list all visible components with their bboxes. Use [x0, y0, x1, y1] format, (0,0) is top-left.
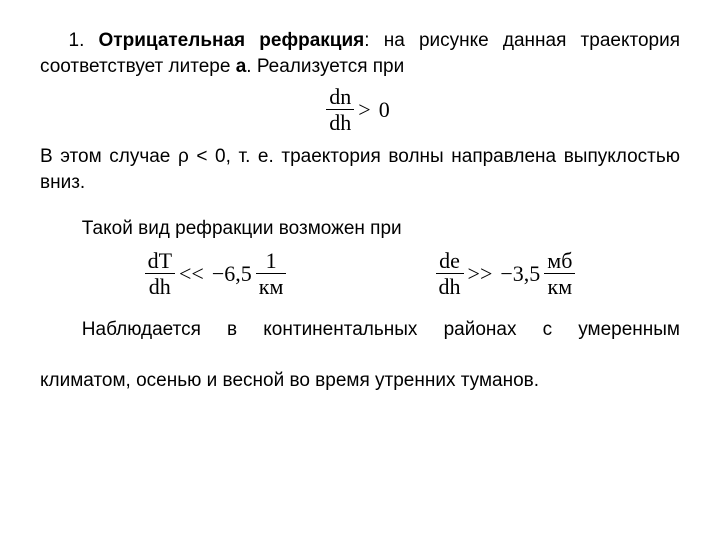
- formula2b-unit-den: км: [544, 274, 575, 298]
- paragraph-1: 1. Отрицательная рефракция: на рисунке д…: [40, 28, 680, 79]
- formula2b-unit-frac: мб км: [544, 249, 575, 298]
- formula2a-unit-den: км: [256, 274, 287, 298]
- spacer: [40, 202, 680, 216]
- formula2a-num: dT: [145, 249, 175, 274]
- document-page: 1. Отрицательная рефракция: на рисунке д…: [0, 0, 720, 394]
- p3-text: Такой вид рефракции возможен при: [82, 218, 402, 239]
- p2-rho: ρ: [178, 146, 189, 167]
- formula2b-den: dh: [436, 274, 464, 298]
- formula1-rhs: 0: [375, 97, 394, 123]
- paragraph-3: Такой вид рефракции возможен при: [40, 216, 680, 242]
- formula2a-unit-num: 1: [256, 249, 287, 274]
- formula2b-lhs-frac: de dh: [436, 249, 464, 298]
- formula2b-num: de: [436, 249, 464, 274]
- formula2b-unit-num: мб: [544, 249, 575, 274]
- p2-before: В этом случае: [40, 146, 178, 167]
- p1-tail: . Реализуется при: [246, 56, 404, 77]
- paragraph-2: В этом случае ρ < 0, т. е. траектория во…: [40, 144, 680, 195]
- formula2a-unit-frac: 1 км: [256, 249, 287, 298]
- p1-title: Отрицательная рефракция: [99, 30, 365, 51]
- formula2a-lhs-frac: dT dh: [145, 249, 175, 298]
- p1-number: 1.: [69, 30, 99, 51]
- p4-line2: климатом, осенью и весной во время утрен…: [40, 368, 680, 394]
- formula2a-value: −6,5: [208, 261, 256, 287]
- formula1-den: dh: [326, 110, 354, 134]
- p1-letter: а: [236, 56, 247, 77]
- formula1-relation: >: [354, 97, 374, 123]
- formula-1: dn dh > 0: [40, 85, 680, 134]
- p4-line1: Наблюдается в континентальных районах с …: [40, 317, 680, 368]
- formula1-fraction: dn dh: [326, 85, 354, 134]
- formula2a-den: dh: [145, 274, 175, 298]
- formula2b-value: −3,5: [496, 261, 544, 287]
- formula2b-relation: >>: [464, 261, 497, 287]
- formula2a-relation: <<: [175, 261, 208, 287]
- formula-2a: dT dh << −6,5 1 км: [145, 249, 287, 298]
- formula-2b: de dh >> −3,5 мб км: [436, 249, 576, 298]
- paragraph-4: Наблюдается в континентальных районах с …: [40, 317, 680, 394]
- formula-row-2: dT dh << −6,5 1 км de dh >> −3,5 мб км: [40, 249, 680, 298]
- formula1-num: dn: [326, 85, 354, 110]
